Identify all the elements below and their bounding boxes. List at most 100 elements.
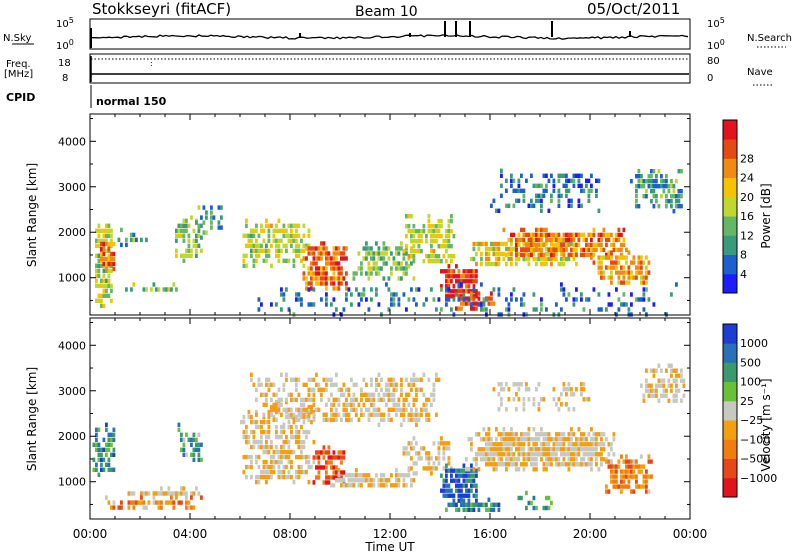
vel-cell bbox=[355, 478, 358, 483]
power-cell bbox=[517, 198, 521, 203]
vel-cell bbox=[377, 483, 381, 488]
vel-cell bbox=[542, 447, 546, 452]
power-cell bbox=[485, 241, 488, 247]
vel-cell bbox=[562, 382, 566, 387]
vel-cell bbox=[267, 377, 271, 382]
power-cell bbox=[457, 294, 461, 299]
vel-cell bbox=[330, 483, 333, 488]
power-cell bbox=[432, 239, 436, 244]
vel-cell bbox=[412, 461, 416, 466]
power-cell bbox=[590, 255, 593, 260]
power-cell bbox=[430, 287, 433, 292]
vel-cell bbox=[317, 387, 321, 392]
vel-cell bbox=[107, 500, 111, 505]
vel-cell bbox=[432, 382, 436, 387]
power-cell bbox=[332, 297, 336, 302]
vel-cell bbox=[107, 432, 111, 437]
power-cell bbox=[550, 256, 553, 262]
vel-cell bbox=[392, 382, 396, 387]
power-cell bbox=[597, 255, 601, 260]
vel-cell bbox=[615, 479, 618, 484]
vel-cell bbox=[400, 377, 403, 382]
vel-cell bbox=[307, 459, 311, 465]
vel-cell bbox=[392, 392, 396, 397]
power-cell bbox=[435, 229, 438, 234]
vel-cell bbox=[335, 465, 338, 470]
vel-cell bbox=[302, 454, 306, 460]
power-cell bbox=[510, 251, 513, 257]
power-cell bbox=[637, 260, 641, 265]
power-cell bbox=[375, 271, 378, 276]
power-cell bbox=[645, 275, 648, 280]
vel-cell bbox=[650, 368, 653, 373]
vel-cell bbox=[272, 404, 276, 410]
vel-cell bbox=[657, 383, 661, 388]
power-cell bbox=[192, 228, 196, 233]
vel-cell bbox=[255, 459, 258, 465]
vel-cell bbox=[435, 377, 438, 382]
power-cell bbox=[300, 302, 303, 307]
power-cell bbox=[257, 233, 261, 238]
vel-cell bbox=[575, 442, 578, 447]
vel-cell bbox=[152, 491, 156, 496]
vel-cell bbox=[660, 368, 663, 373]
power-cell bbox=[522, 252, 526, 258]
power-cell bbox=[292, 248, 296, 253]
power-cell bbox=[255, 253, 258, 258]
vel-cell bbox=[95, 467, 98, 472]
vel-cell bbox=[627, 469, 631, 474]
vel-cell bbox=[582, 382, 586, 387]
vel-cell bbox=[505, 442, 508, 447]
vel-cell bbox=[477, 447, 481, 452]
vel-cell bbox=[397, 473, 401, 478]
vel-cell bbox=[407, 392, 411, 397]
power-cell bbox=[532, 307, 536, 312]
power-cell bbox=[200, 215, 203, 220]
vel-cell bbox=[105, 462, 108, 467]
power-cell bbox=[550, 193, 553, 198]
power-cell bbox=[300, 238, 303, 243]
power-cell bbox=[660, 179, 663, 184]
vel-cell bbox=[552, 397, 556, 402]
power-cell bbox=[310, 251, 313, 256]
vel-cell bbox=[560, 452, 563, 457]
power-cell bbox=[535, 261, 538, 267]
vel-cell bbox=[375, 387, 378, 392]
vel-ytick-label: 4000 bbox=[58, 339, 86, 352]
vel-cell bbox=[267, 409, 271, 415]
vel-cell bbox=[290, 464, 293, 470]
vel-cell bbox=[642, 484, 646, 489]
power-cell bbox=[605, 255, 608, 260]
vel-cell bbox=[492, 447, 496, 452]
vel-cell bbox=[467, 437, 471, 442]
power-cell bbox=[610, 250, 613, 255]
vel-cell bbox=[147, 500, 151, 505]
power-colorbar-segment bbox=[723, 120, 737, 140]
vel-cell bbox=[505, 467, 508, 472]
power-cell bbox=[577, 237, 581, 243]
vel-cell bbox=[457, 498, 461, 503]
vel-cell bbox=[285, 399, 288, 405]
power-cell bbox=[645, 265, 648, 270]
vel-cell bbox=[447, 483, 451, 488]
power-cell bbox=[515, 242, 518, 248]
vel-cell bbox=[540, 447, 543, 452]
vel-cell bbox=[625, 459, 628, 464]
vel-cell bbox=[140, 491, 143, 496]
power-cell bbox=[610, 255, 613, 260]
power-cell bbox=[305, 281, 308, 286]
vel-cell bbox=[187, 437, 191, 442]
vel-cell bbox=[682, 378, 686, 383]
vel-cell bbox=[595, 457, 598, 462]
power-cell bbox=[97, 223, 101, 228]
power-cell bbox=[455, 289, 458, 294]
power-colorbar-segment bbox=[723, 196, 737, 217]
power-cell bbox=[290, 228, 293, 233]
power-cell bbox=[142, 287, 146, 292]
vel-cell bbox=[475, 473, 478, 478]
power-cell bbox=[485, 246, 488, 252]
power-cell bbox=[540, 302, 543, 307]
vel-cell bbox=[280, 459, 283, 465]
power-cell bbox=[305, 246, 308, 251]
power-cell bbox=[480, 256, 483, 262]
